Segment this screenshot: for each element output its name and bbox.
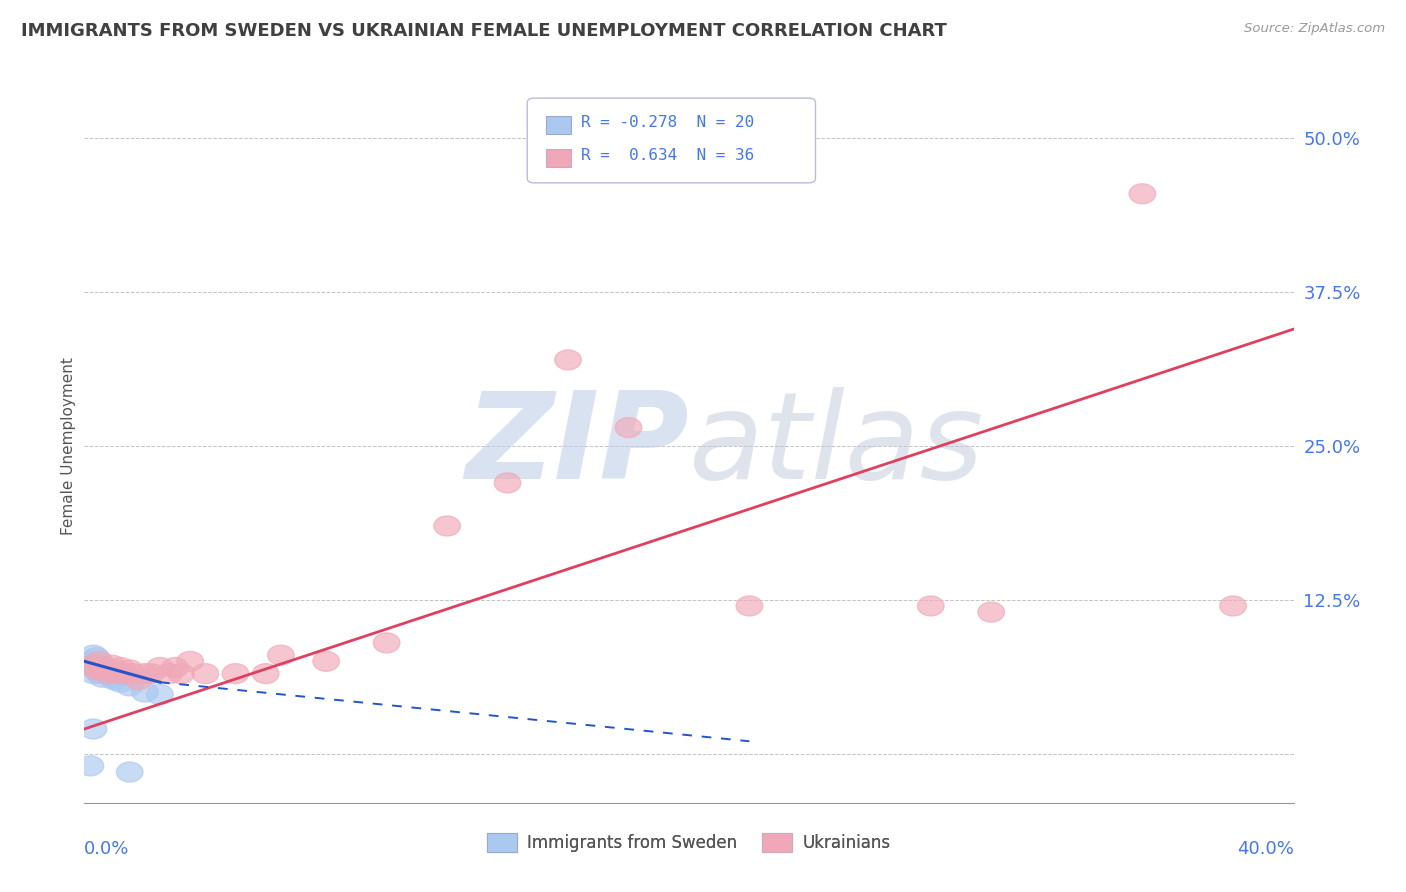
Ellipse shape bbox=[146, 657, 173, 677]
Text: atlas: atlas bbox=[689, 387, 984, 505]
Ellipse shape bbox=[918, 596, 943, 616]
Ellipse shape bbox=[132, 682, 157, 702]
Text: Source: ZipAtlas.com: Source: ZipAtlas.com bbox=[1244, 22, 1385, 36]
Ellipse shape bbox=[267, 645, 294, 665]
Ellipse shape bbox=[104, 664, 131, 683]
Ellipse shape bbox=[1220, 596, 1246, 616]
Ellipse shape bbox=[253, 664, 278, 683]
Ellipse shape bbox=[77, 651, 104, 672]
Ellipse shape bbox=[117, 660, 143, 680]
Ellipse shape bbox=[89, 660, 115, 680]
Text: ZIP: ZIP bbox=[465, 387, 689, 505]
Ellipse shape bbox=[101, 670, 128, 690]
Ellipse shape bbox=[96, 664, 122, 683]
Text: IMMIGRANTS FROM SWEDEN VS UKRAINIAN FEMALE UNEMPLOYMENT CORRELATION CHART: IMMIGRANTS FROM SWEDEN VS UKRAINIAN FEMA… bbox=[21, 22, 948, 40]
Ellipse shape bbox=[167, 664, 194, 683]
Ellipse shape bbox=[117, 762, 143, 782]
Ellipse shape bbox=[107, 673, 134, 692]
Ellipse shape bbox=[83, 648, 110, 667]
Ellipse shape bbox=[125, 670, 152, 690]
Ellipse shape bbox=[110, 664, 136, 683]
Ellipse shape bbox=[93, 660, 120, 680]
Ellipse shape bbox=[83, 660, 110, 680]
Ellipse shape bbox=[101, 660, 128, 680]
Ellipse shape bbox=[138, 664, 165, 683]
Ellipse shape bbox=[83, 660, 110, 680]
Ellipse shape bbox=[89, 657, 115, 677]
Ellipse shape bbox=[495, 473, 520, 493]
Ellipse shape bbox=[156, 664, 183, 683]
Ellipse shape bbox=[86, 664, 112, 683]
Ellipse shape bbox=[80, 645, 107, 665]
Ellipse shape bbox=[979, 602, 1004, 622]
Ellipse shape bbox=[93, 657, 120, 677]
Ellipse shape bbox=[177, 651, 204, 672]
Ellipse shape bbox=[80, 655, 107, 675]
Ellipse shape bbox=[86, 655, 112, 675]
Ellipse shape bbox=[193, 664, 218, 683]
Ellipse shape bbox=[146, 684, 173, 705]
Text: 40.0%: 40.0% bbox=[1237, 839, 1294, 858]
Text: R =  0.634  N = 36: R = 0.634 N = 36 bbox=[581, 148, 754, 162]
Ellipse shape bbox=[120, 664, 146, 683]
Ellipse shape bbox=[89, 667, 115, 688]
Ellipse shape bbox=[117, 676, 143, 696]
Ellipse shape bbox=[434, 516, 460, 536]
Legend: Immigrants from Sweden, Ukrainians: Immigrants from Sweden, Ukrainians bbox=[481, 826, 897, 859]
Text: 0.0%: 0.0% bbox=[84, 839, 129, 858]
Ellipse shape bbox=[1129, 184, 1156, 203]
Ellipse shape bbox=[80, 719, 107, 739]
Ellipse shape bbox=[314, 651, 339, 672]
Ellipse shape bbox=[96, 664, 122, 683]
Y-axis label: Female Unemployment: Female Unemployment bbox=[60, 357, 76, 535]
Ellipse shape bbox=[162, 657, 188, 677]
Ellipse shape bbox=[132, 664, 157, 683]
Ellipse shape bbox=[374, 632, 399, 653]
Ellipse shape bbox=[77, 756, 104, 776]
Ellipse shape bbox=[98, 655, 125, 675]
Ellipse shape bbox=[222, 664, 249, 683]
Ellipse shape bbox=[86, 651, 112, 672]
Ellipse shape bbox=[98, 667, 125, 688]
Ellipse shape bbox=[616, 417, 641, 438]
Ellipse shape bbox=[737, 596, 762, 616]
Text: R = -0.278  N = 20: R = -0.278 N = 20 bbox=[581, 115, 754, 129]
Ellipse shape bbox=[555, 350, 581, 370]
Ellipse shape bbox=[107, 657, 134, 677]
Ellipse shape bbox=[80, 664, 107, 683]
